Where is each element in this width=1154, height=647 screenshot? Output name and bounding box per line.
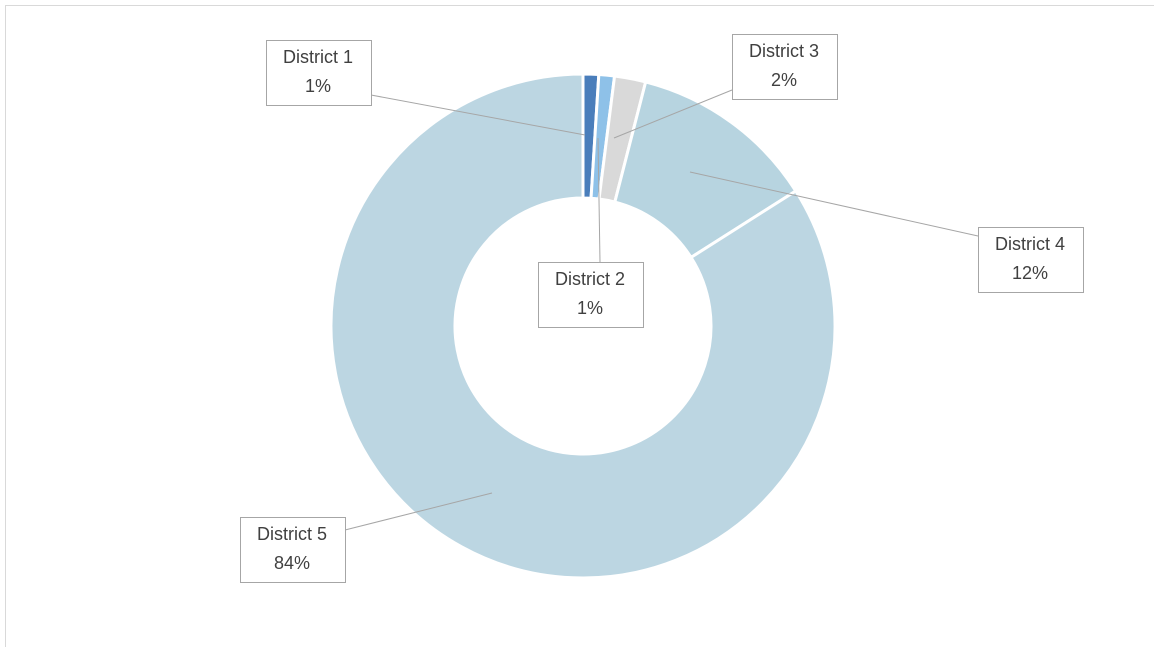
category-label: District 5 (257, 524, 327, 544)
donut-slice (329, 72, 837, 580)
value-label: 84% (274, 553, 310, 573)
leader-line (597, 137, 601, 263)
value-label: 2% (771, 70, 797, 90)
category-label: District 4 (995, 234, 1065, 254)
label-box (978, 227, 1084, 293)
category-label: District 3 (749, 41, 819, 61)
value-label: 1% (577, 298, 603, 318)
leader-line (370, 94, 586, 136)
label-box (732, 34, 838, 100)
leader-line (689, 171, 979, 237)
label-box (538, 262, 644, 328)
leader-line (613, 89, 733, 139)
category-label: District 1 (283, 47, 353, 67)
value-label: 1% (305, 76, 331, 96)
leader-line (344, 492, 493, 531)
category-label: District 2 (555, 269, 625, 289)
chart-frame (5, 5, 1154, 647)
label-box (240, 517, 346, 583)
value-label: 12% (1012, 263, 1048, 283)
label-box (266, 40, 372, 106)
